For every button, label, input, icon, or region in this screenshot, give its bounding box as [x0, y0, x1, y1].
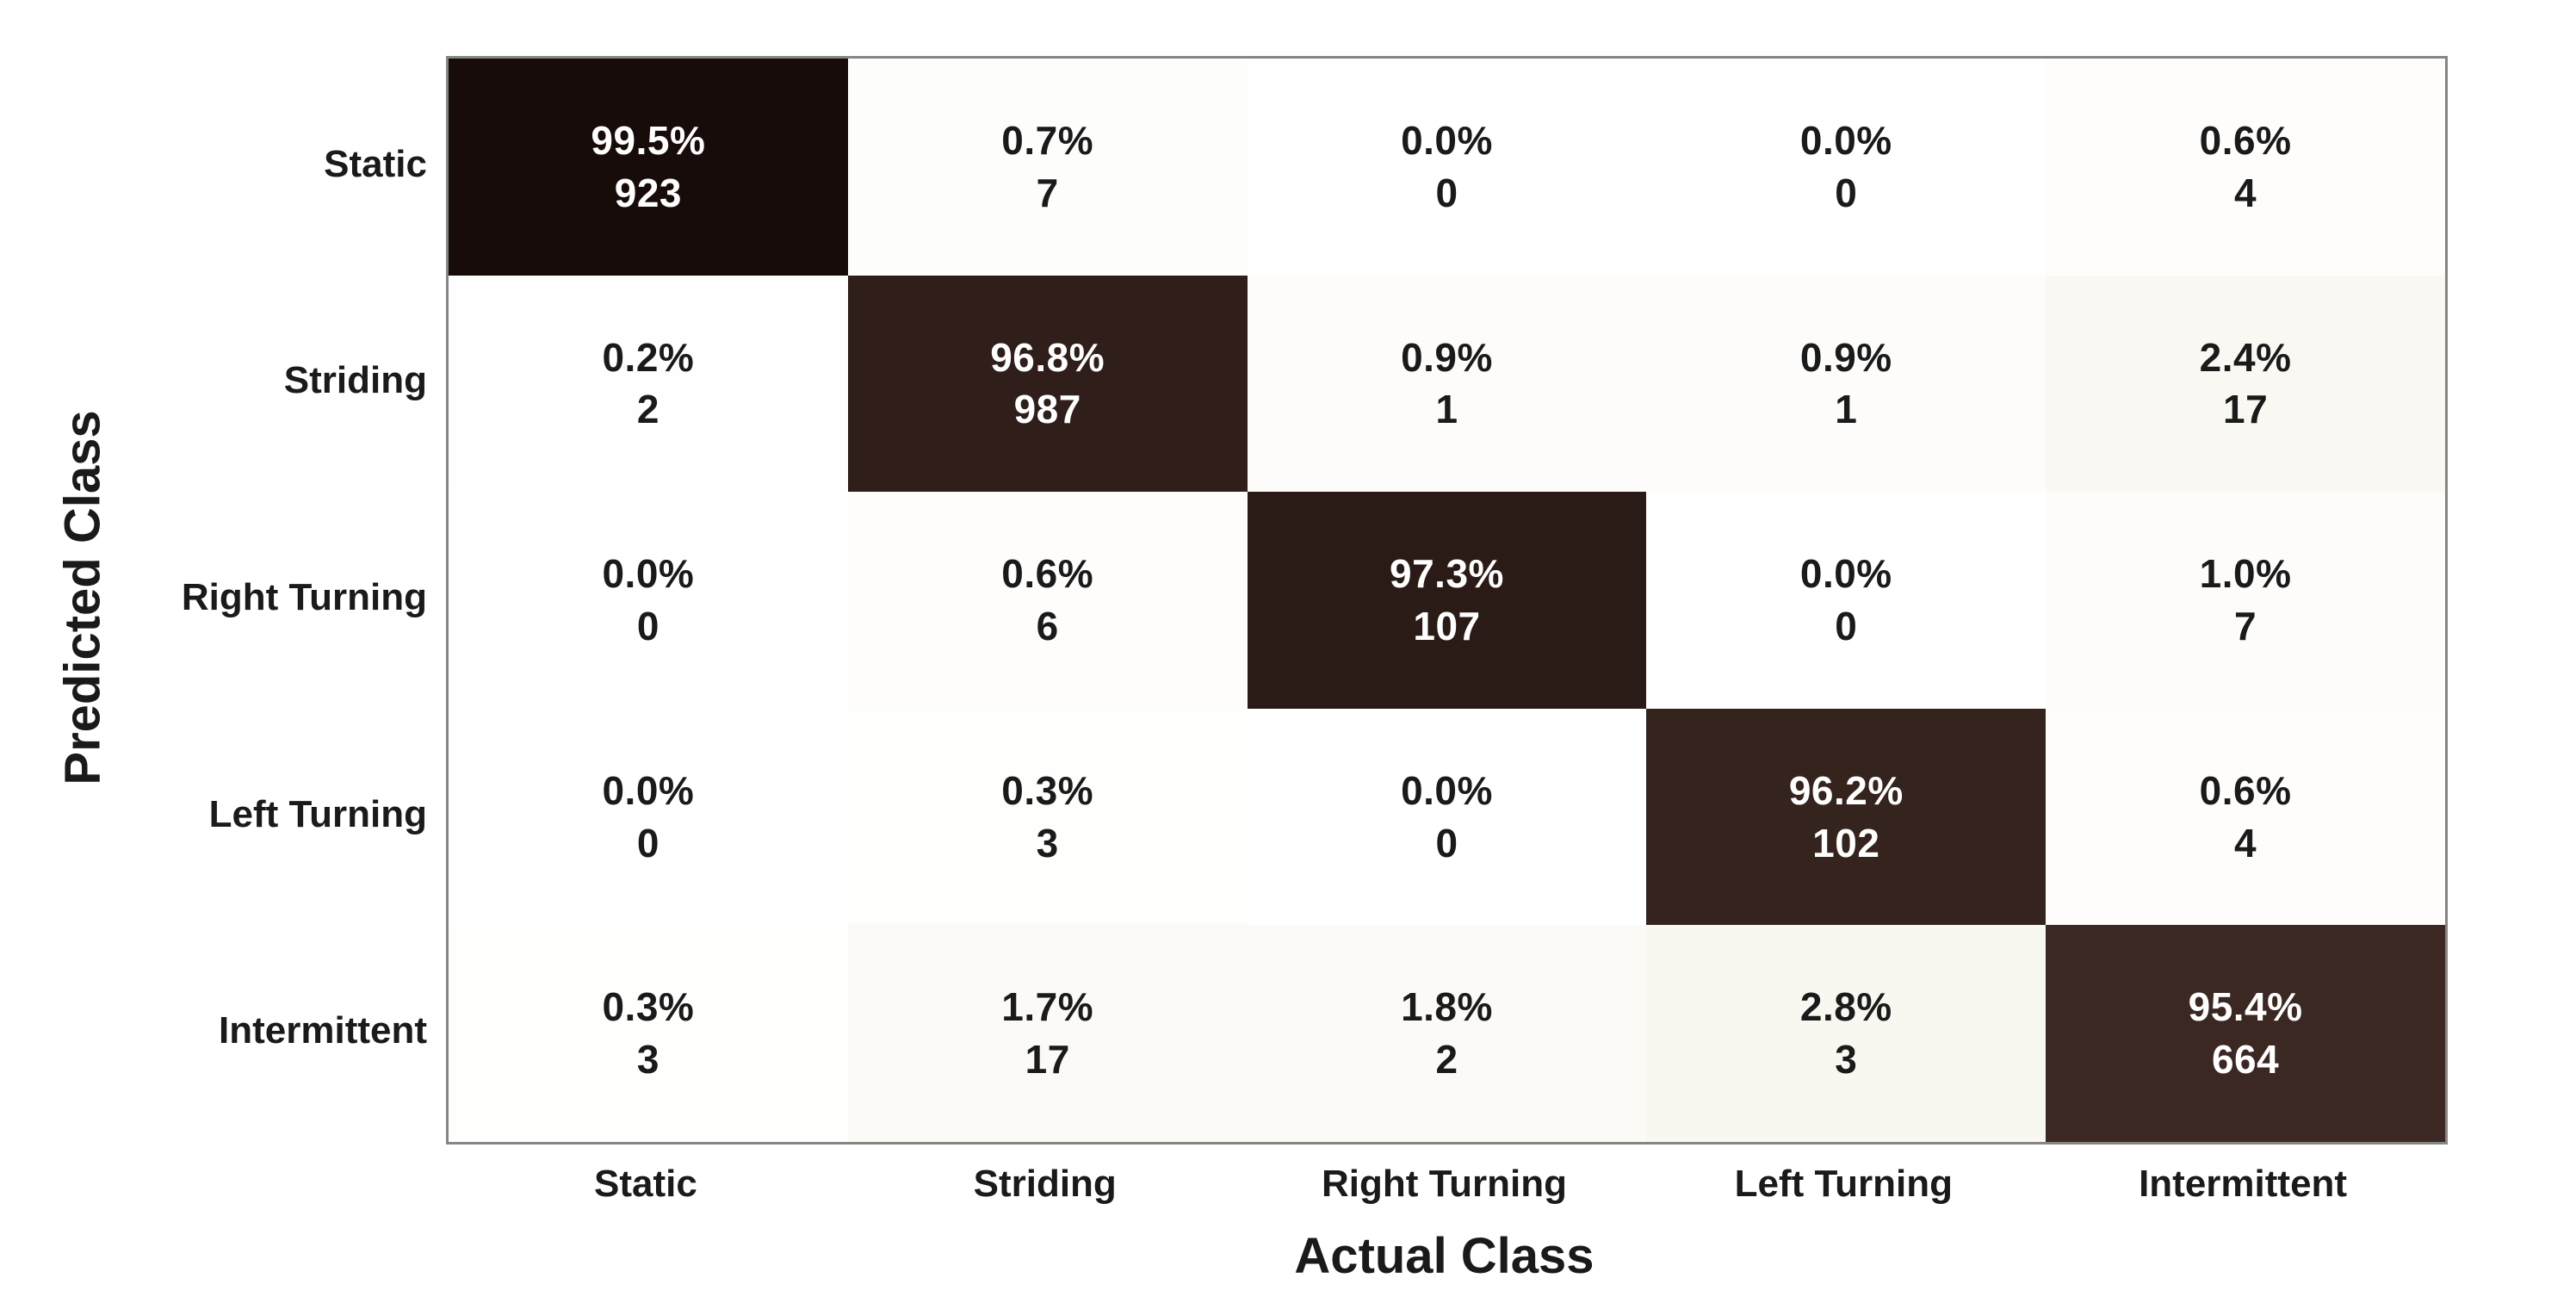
cell-count: 17: [2223, 387, 2269, 432]
matrix-cell: 95.4% 664: [2046, 925, 2445, 1142]
cell-count: 0: [1835, 170, 1858, 215]
matrix-cell: 0.0% 0: [449, 492, 848, 709]
matrix-cell: 1.0% 7: [2046, 492, 2445, 709]
cell-percent: 99.5%: [591, 118, 706, 164]
cell-count: 2: [636, 387, 659, 432]
cell-count: 102: [1812, 820, 1880, 865]
matrix-cell: 2.4% 17: [2046, 275, 2445, 493]
cell-count: 6: [1036, 603, 1059, 648]
matrix-cell: 0.3% 3: [847, 708, 1248, 926]
cell-count: 4: [2234, 820, 2257, 865]
matrix-cell: 97.3% 107: [1247, 492, 1647, 709]
cell-percent: 0.2%: [602, 334, 695, 380]
cell-percent: 97.3%: [1390, 551, 1504, 597]
col-label: Static: [593, 1163, 697, 1205]
cell-count: 2: [1435, 1037, 1458, 1083]
matrix-cell: 0.6% 4: [2046, 708, 2445, 926]
matrix-cell: 0.0% 0: [449, 708, 848, 926]
cell-percent: 0.0%: [602, 551, 695, 597]
col-label: Intermittent: [2139, 1163, 2348, 1205]
cell-percent: 0.3%: [602, 984, 695, 1030]
matrix-cell: 0.3% 3: [449, 925, 848, 1142]
cell-count: 3: [636, 1037, 659, 1083]
cell-count: 17: [1025, 1037, 1070, 1083]
cell-count: 664: [2211, 1037, 2280, 1083]
cell-percent: 96.8%: [990, 334, 1105, 380]
cell-count: 987: [1013, 387, 1081, 432]
matrix-cell: 0.0% 0: [1646, 492, 2047, 709]
matrix-cell: 96.8% 987: [847, 275, 1248, 493]
row-label: Striding: [283, 359, 427, 402]
matrix-cell: 0.6% 6: [847, 492, 1248, 709]
cell-percent: 0.9%: [1799, 334, 1892, 380]
cell-percent: 0.6%: [1001, 551, 1094, 597]
cell-count: 0: [1435, 820, 1458, 865]
cell-percent: 0.0%: [602, 767, 695, 813]
cell-count: 1: [1835, 387, 1858, 432]
cell-percent: 0.7%: [1001, 118, 1094, 164]
cell-percent: 0.0%: [1799, 551, 1892, 597]
matrix-cell: 1.7% 17: [847, 925, 1248, 1142]
cell-percent: 2.4%: [2199, 334, 2292, 380]
cell-count: 3: [1036, 820, 1059, 865]
cell-percent: 0.6%: [2199, 118, 2292, 164]
cell-count: 923: [614, 170, 683, 215]
cell-percent: 1.7%: [1001, 984, 1094, 1030]
matrix-cell: 99.5% 923: [449, 59, 848, 276]
col-label: Left Turning: [1734, 1163, 1953, 1205]
matrix-cell: 0.9% 1: [1646, 275, 2047, 493]
cell-count: 7: [2234, 603, 2257, 648]
matrix-cell: 1.8% 2: [1247, 925, 1647, 1142]
cell-count: 4: [2234, 170, 2257, 215]
cell-percent: 0.0%: [1799, 118, 1892, 164]
cell-count: 3: [1835, 1037, 1858, 1083]
row-label: Right Turning: [181, 575, 427, 618]
cell-percent: 1.0%: [2199, 551, 2292, 597]
cell-percent: 0.3%: [1001, 767, 1094, 813]
matrix-cell: 0.6% 4: [2046, 59, 2445, 276]
cell-percent: 0.0%: [1401, 118, 1493, 164]
confusion-matrix-grid: 99.5% 923 0.7% 7 0.0% 0 0.0% 0 0.6% 4 0.2% 2 96.8% 98…: [446, 56, 2448, 1145]
cell-count: 0: [1835, 603, 1858, 648]
x-axis-title: Actual Class: [1294, 1227, 1595, 1284]
cell-percent: 95.4%: [2188, 984, 2303, 1030]
row-label: Static: [324, 142, 427, 185]
cell-percent: 0.0%: [1401, 767, 1493, 813]
cell-percent: 2.8%: [1799, 984, 1892, 1030]
row-label: Left Turning: [208, 792, 427, 835]
cell-percent: 0.6%: [2199, 767, 2292, 813]
matrix-cell: 0.0% 0: [1247, 59, 1647, 276]
cell-count: 107: [1413, 603, 1481, 648]
col-label: Right Turning: [1321, 1163, 1568, 1205]
cell-percent: 96.2%: [1788, 767, 1904, 813]
col-label: Striding: [973, 1163, 1117, 1205]
matrix-cell: 0.2% 2: [449, 275, 848, 493]
matrix-cell: 2.8% 3: [1646, 925, 2047, 1142]
matrix-cell: 96.2% 102: [1646, 708, 2047, 926]
cell-count: 1: [1435, 387, 1458, 432]
cell-count: 0: [1435, 170, 1458, 215]
matrix-cell: 0.0% 0: [1646, 59, 2047, 276]
cell-count: 0: [636, 820, 659, 865]
row-label: Intermittent: [219, 1009, 427, 1052]
cell-percent: 1.8%: [1401, 984, 1493, 1030]
cell-percent: 0.9%: [1401, 334, 1493, 380]
matrix-cell: 0.7% 7: [847, 59, 1248, 276]
cell-count: 7: [1036, 170, 1059, 215]
matrix-cell: 0.9% 1: [1247, 275, 1647, 493]
cell-count: 0: [636, 603, 659, 648]
matrix-cell: 0.0% 0: [1247, 708, 1647, 926]
